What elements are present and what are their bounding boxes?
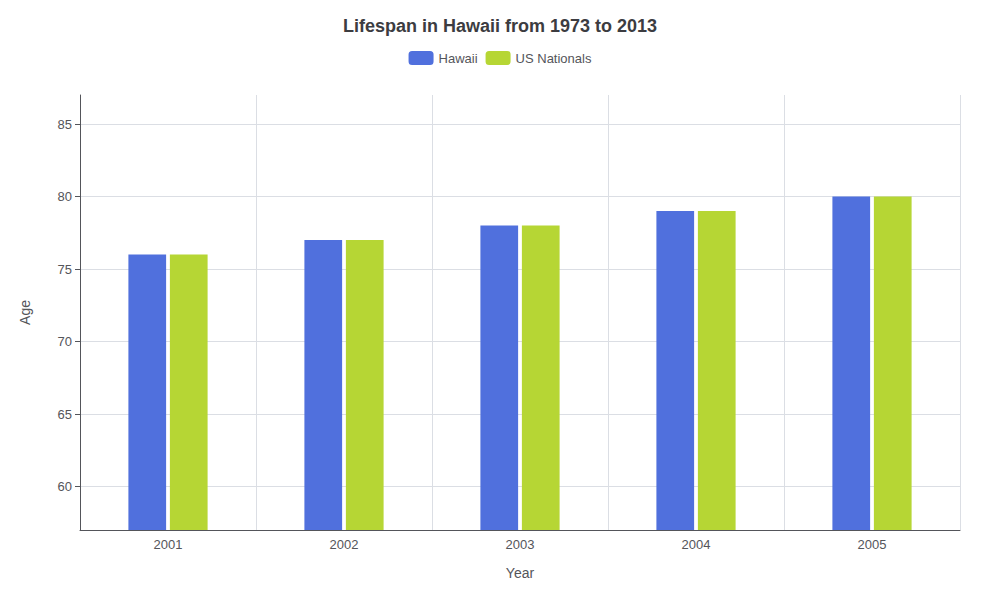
svg-text:65: 65 bbox=[58, 407, 72, 422]
svg-text:US Nationals: US Nationals bbox=[516, 51, 592, 66]
svg-text:2004: 2004 bbox=[682, 537, 711, 552]
svg-text:Age: Age bbox=[17, 300, 33, 325]
svg-text:Lifespan in Hawaii from 1973 t: Lifespan in Hawaii from 1973 to 2013 bbox=[343, 16, 657, 36]
svg-text:2001: 2001 bbox=[154, 537, 183, 552]
svg-text:Hawaii: Hawaii bbox=[439, 51, 478, 66]
svg-text:75: 75 bbox=[58, 262, 72, 277]
svg-text:85: 85 bbox=[58, 117, 72, 132]
svg-text:Year: Year bbox=[506, 565, 535, 581]
svg-text:70: 70 bbox=[58, 334, 72, 349]
svg-text:2005: 2005 bbox=[858, 537, 887, 552]
svg-text:2002: 2002 bbox=[330, 537, 359, 552]
svg-text:60: 60 bbox=[58, 479, 72, 494]
svg-text:2003: 2003 bbox=[506, 537, 535, 552]
svg-text:80: 80 bbox=[58, 189, 72, 204]
